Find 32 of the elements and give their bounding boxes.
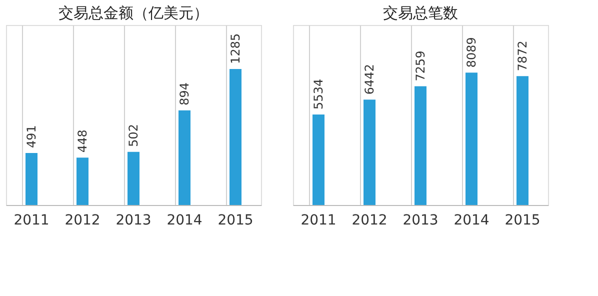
x-tick-label: 2015 bbox=[504, 212, 540, 228]
data-label: 491 bbox=[24, 125, 38, 148]
data-label: 1285 bbox=[228, 33, 242, 64]
x-tick-label: 2012 bbox=[352, 212, 388, 228]
x-tick-label: 2015 bbox=[218, 212, 254, 228]
data-label: 7872 bbox=[516, 40, 530, 72]
bar bbox=[312, 114, 324, 205]
x-tick-label: 2013 bbox=[402, 212, 438, 228]
bar bbox=[364, 100, 376, 205]
x-tick-label: 2013 bbox=[116, 212, 152, 228]
data-label: 502 bbox=[126, 124, 140, 147]
x-tick-label: 2014 bbox=[166, 212, 202, 228]
chart-title: 交易总笔数 bbox=[383, 4, 458, 22]
x-tick-label: 2014 bbox=[454, 212, 490, 228]
chart-title: 交易总金额（亿美元） bbox=[58, 4, 208, 22]
bar bbox=[414, 86, 426, 205]
bar bbox=[178, 110, 190, 205]
data-label: 5534 bbox=[312, 78, 326, 110]
bar bbox=[230, 68, 242, 205]
data-label: 894 bbox=[178, 82, 192, 106]
bar bbox=[466, 72, 478, 205]
bar bbox=[128, 152, 140, 205]
x-tick-label: 2011 bbox=[14, 212, 50, 228]
data-label: 6442 bbox=[362, 64, 376, 95]
bar bbox=[26, 153, 38, 205]
data-label: 7259 bbox=[414, 50, 428, 82]
bar bbox=[516, 76, 528, 205]
x-tick-label: 2012 bbox=[64, 212, 100, 228]
data-label: 8089 bbox=[464, 37, 478, 68]
data-label: 448 bbox=[76, 130, 90, 153]
bar bbox=[76, 158, 88, 205]
x-tick-label: 2011 bbox=[300, 212, 336, 228]
